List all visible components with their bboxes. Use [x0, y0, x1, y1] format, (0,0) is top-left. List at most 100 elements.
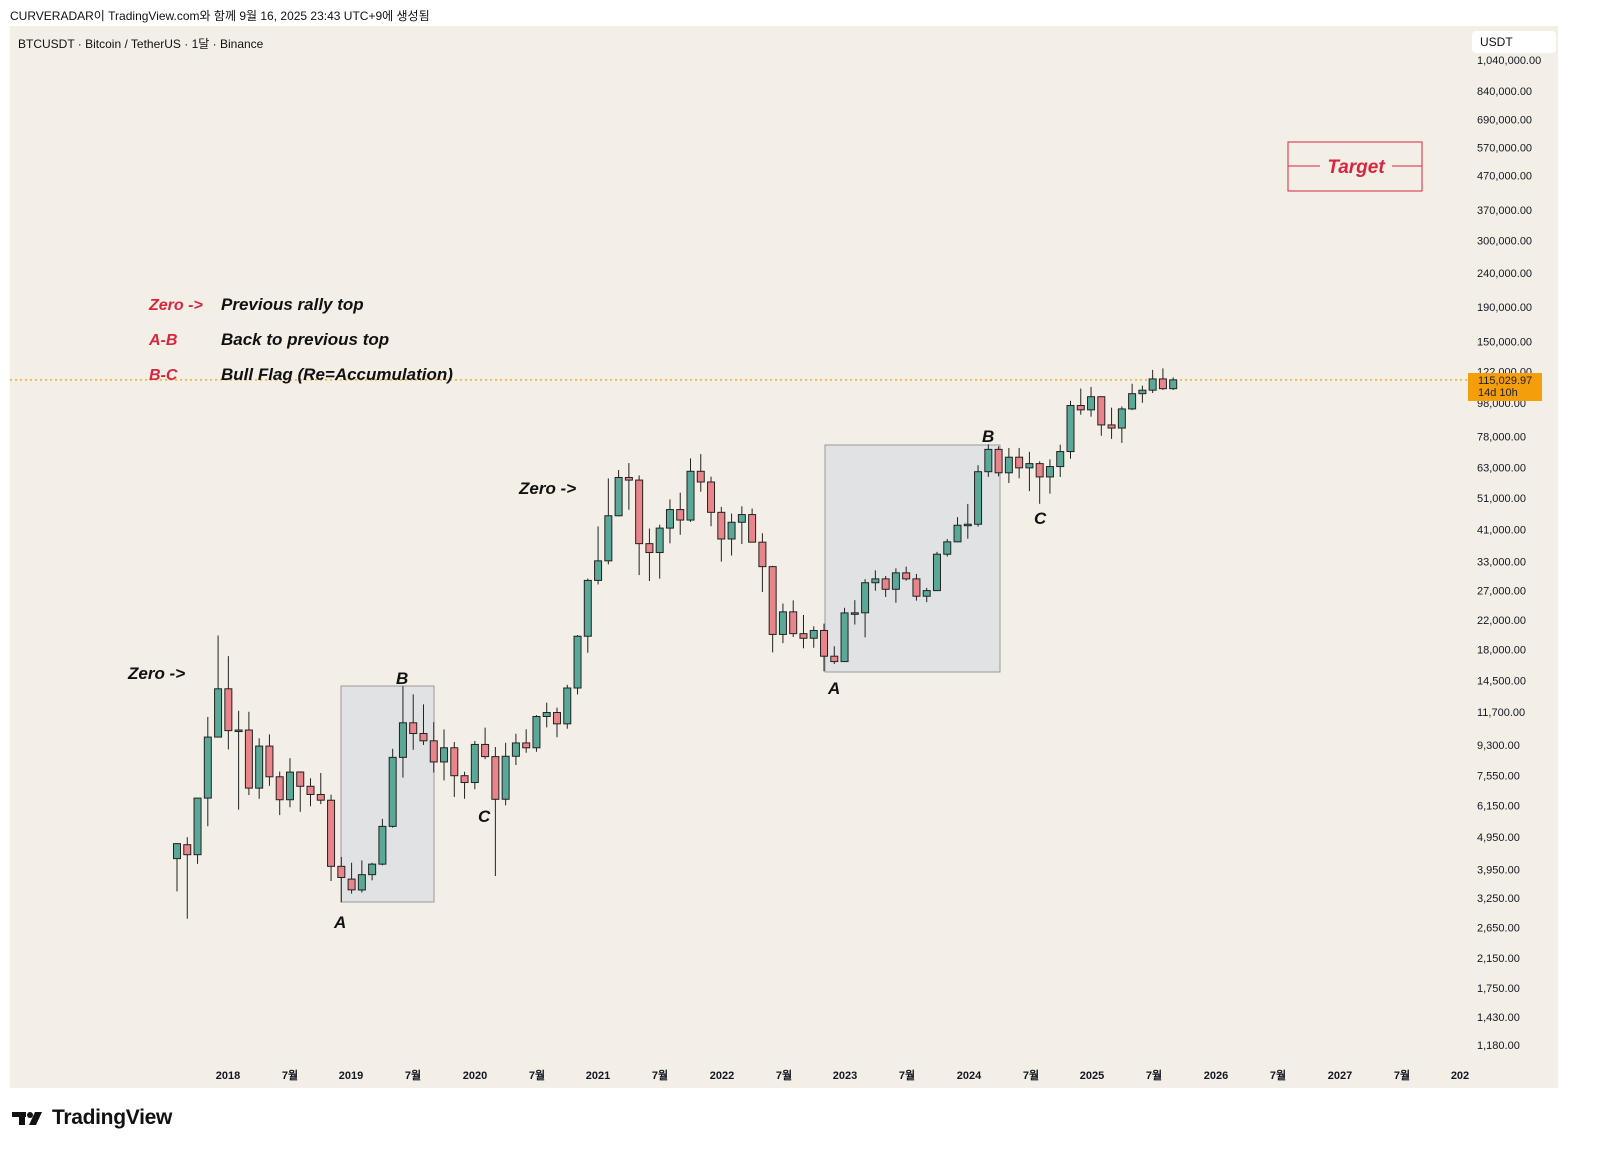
x-tick-label: 7월 — [1146, 1068, 1162, 1082]
y-tick-label: 300,000.00 — [1477, 236, 1532, 248]
last-price-badge — [1468, 373, 1542, 401]
candle-up — [984, 448, 993, 473]
candle-down — [306, 785, 315, 795]
candle-down — [316, 793, 325, 801]
candle-down — [429, 740, 438, 763]
candle-up — [1056, 451, 1065, 468]
x-tick-label: 7월 — [899, 1068, 915, 1082]
pattern-box-2019 — [340, 685, 435, 903]
y-tick-label: 840,000.00 — [1477, 86, 1532, 98]
pattern-box-2023 — [824, 444, 1001, 673]
y-tick-label: 9,300.00 — [1477, 740, 1520, 752]
candle-up — [974, 471, 983, 525]
candle-down — [1076, 405, 1085, 411]
brand-name: TradingView — [52, 1106, 173, 1129]
candle-down — [491, 756, 500, 800]
candle-up — [173, 843, 181, 860]
candle-up — [840, 612, 849, 663]
chart-pane[interactable] — [10, 26, 1558, 1088]
candle-down — [676, 509, 685, 521]
candle-down — [717, 511, 726, 540]
candle-up — [1087, 396, 1096, 411]
candle-down — [419, 733, 428, 742]
candle-down — [820, 629, 829, 657]
candle-up — [368, 863, 377, 876]
y-tick-label: 370,000.00 — [1477, 205, 1532, 217]
candle-up — [563, 687, 572, 725]
candle-up — [470, 743, 479, 784]
tradingview-logo-icon — [12, 1112, 42, 1125]
candle-up — [285, 771, 294, 801]
x-tick-label: 7월 — [1394, 1068, 1410, 1082]
x-tick-label: 7월 — [1270, 1068, 1286, 1082]
y-tick-label: 27,000.00 — [1477, 585, 1526, 597]
candle-down — [1097, 396, 1106, 426]
candle-up — [1004, 456, 1013, 474]
candle-up — [1117, 408, 1126, 429]
candle-up — [953, 524, 962, 543]
candle-up — [963, 523, 972, 527]
candle-down — [624, 476, 633, 481]
candle-up — [542, 712, 551, 717]
candle-up — [850, 612, 859, 615]
symbol-title: BTCUSDT · Bitcoin / TetherUS · 1달 · Bina… — [18, 37, 264, 51]
y-tick-label: 240,000.00 — [1477, 268, 1532, 280]
candle-up — [388, 756, 397, 827]
candle-up — [655, 527, 664, 554]
y-tick-label: 690,000.00 — [1477, 115, 1532, 127]
candle-up — [1148, 378, 1157, 391]
candle-down — [881, 578, 890, 590]
candle-up — [398, 722, 407, 758]
target-label: Target — [1327, 157, 1385, 178]
candle-up — [501, 755, 510, 800]
candle-up — [511, 742, 520, 757]
candle-down — [696, 470, 705, 483]
y-tick-label: 3,950.00 — [1477, 865, 1520, 877]
y-tick-label: 41,000.00 — [1477, 525, 1526, 537]
candle-up — [1066, 405, 1075, 453]
x-tick-label: 2024 — [957, 1070, 982, 1082]
candle-down — [522, 742, 531, 749]
legend-text: Previous rally top — [221, 295, 364, 314]
candle-up — [727, 521, 736, 540]
candle-up — [440, 747, 449, 763]
y-tick-label: 22,000.00 — [1477, 615, 1526, 627]
candle-up — [932, 553, 941, 592]
candle-down — [275, 776, 284, 801]
x-tick-label: 2025 — [1080, 1070, 1104, 1082]
y-tick-label: 33,000.00 — [1477, 556, 1526, 568]
y-tick-label: 2,650.00 — [1477, 923, 1520, 935]
candle-countdown: 14d 10h — [1478, 387, 1518, 399]
candle-up — [594, 560, 603, 581]
y-tick-label: 63,000.00 — [1477, 462, 1526, 474]
pattern-label-zero: Zero -> — [127, 664, 185, 683]
tradingview-logo[interactable]: TradingView — [12, 1106, 172, 1130]
candle-up — [234, 729, 243, 733]
pattern-label-b: B — [396, 669, 408, 688]
candle-down — [768, 566, 777, 635]
pattern-label-b: B — [982, 427, 994, 446]
pattern-label-a: A — [333, 913, 346, 932]
candle-down — [183, 844, 192, 856]
x-tick-label: 7월 — [529, 1068, 545, 1082]
y-tick-label: 190,000.00 — [1477, 302, 1532, 314]
candle-down — [912, 578, 921, 597]
y-tick-label: 1,040,000.00 — [1477, 55, 1541, 67]
legend-key: A-B — [148, 332, 177, 349]
y-tick-label: 7,550.00 — [1477, 771, 1520, 783]
candle-down — [409, 722, 418, 735]
x-tick-label: 2023 — [833, 1070, 857, 1082]
y-tick-label: 98,000.00 — [1477, 398, 1526, 410]
x-tick-label: 7월 — [776, 1068, 792, 1082]
candle-down — [481, 743, 490, 758]
currency-selector[interactable]: USDT — [1472, 31, 1556, 53]
pattern-label-a: A — [827, 679, 840, 698]
y-tick-label: 14,500.00 — [1477, 676, 1526, 688]
x-tick-label: 2019 — [339, 1070, 363, 1082]
candle-down — [645, 543, 654, 554]
candle-up — [583, 579, 592, 637]
candle-down — [224, 688, 233, 732]
x-tick-label: 2018 — [216, 1070, 240, 1082]
y-tick-label: 1,750.00 — [1477, 983, 1520, 995]
